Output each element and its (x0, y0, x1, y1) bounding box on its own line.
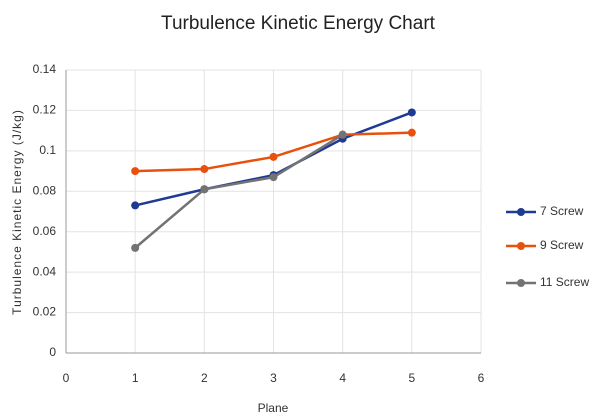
y-tick-label: 0.1 (39, 143, 56, 157)
data-point (407, 108, 416, 117)
x-tick-label: 3 (270, 371, 277, 385)
y-tick-label: 0 (49, 345, 56, 359)
data-point (269, 152, 278, 161)
y-tick-label: 0.12 (33, 103, 57, 117)
data-point (131, 201, 140, 210)
legend-label: 11 Screw (540, 275, 589, 289)
x-tick-label: 6 (478, 371, 485, 385)
y-tick-label: 0.06 (33, 224, 57, 238)
x-tick-label: 2 (201, 371, 208, 385)
data-point (131, 167, 140, 176)
x-tick-label: 0 (63, 371, 70, 385)
y-tick-label: 0.02 (33, 305, 57, 319)
y-tick-label: 0.14 (33, 62, 57, 76)
x-axis-label: Plane (258, 401, 289, 415)
x-tick-label: 1 (132, 371, 139, 385)
legend-swatch (517, 279, 525, 287)
data-point (131, 243, 140, 252)
legend-swatch (517, 242, 525, 250)
legend-label: 9 Screw (540, 238, 584, 252)
data-point (200, 165, 209, 174)
x-tick-label: 4 (339, 371, 346, 385)
data-point (338, 130, 347, 139)
legend-swatch (517, 208, 525, 216)
data-point (269, 173, 278, 182)
chart-title: Turbulence Kinetic Energy Chart (161, 13, 436, 34)
x-tick-label: 5 (408, 371, 415, 385)
data-point (407, 128, 416, 137)
series-line (134, 133, 344, 249)
y-tick-label: 0.08 (33, 183, 57, 197)
y-axis-label: Turbulence Kinetic Energy (J/kg) (10, 109, 24, 315)
data-point (200, 185, 209, 194)
legend-label: 7 Screw (540, 204, 584, 218)
y-tick-label: 0.04 (33, 264, 57, 278)
